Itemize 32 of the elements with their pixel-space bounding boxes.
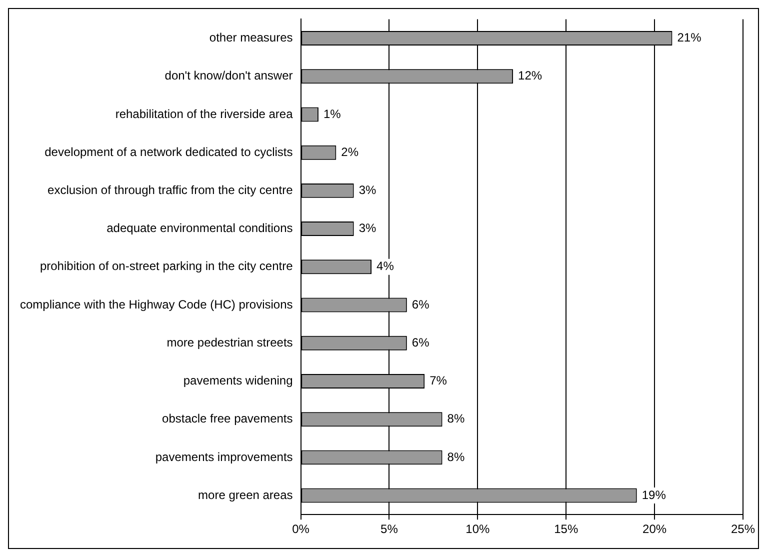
data-label: 6% [412, 335, 430, 350]
y-tick-label: more green areas [198, 488, 293, 502]
y-tick-label: adequate environmental conditions [106, 221, 293, 236]
data-label: 21% [677, 30, 702, 45]
x-tick-label: 5% [380, 522, 398, 536]
y-tick-label: prohibition of on-street parking in the city centre [40, 259, 294, 274]
y-tick-label: pavements improvements [155, 450, 293, 464]
data-label: 7% [430, 374, 448, 388]
y-tick-label: development of a network dedicated to cyclists [44, 144, 293, 159]
x-tick-label: 10% [466, 522, 490, 536]
data-label: 8% [447, 450, 465, 464]
data-label: 3% [358, 182, 377, 197]
y-tick-label: rehabilitation of the riverside area [115, 106, 294, 121]
data-label: 6% [412, 297, 430, 312]
data-label: 12% [518, 68, 542, 83]
data-label: 19% [642, 488, 666, 502]
y-tick-label: pavements widening [183, 374, 293, 388]
x-tick-label: 15% [554, 522, 578, 536]
y-tick-label: more pedestrian streets [166, 335, 293, 350]
x-tick-label: 25% [730, 522, 756, 536]
x-tick-label: 20% [642, 522, 667, 536]
y-tick-label: other measures [209, 30, 293, 45]
data-label: 3% [358, 221, 377, 236]
x-tick-label: 0% [292, 522, 310, 536]
y-tick-label: compliance with the Highway Code (HC) provisions [20, 297, 293, 312]
data-label: 4% [376, 259, 394, 274]
data-label: 2% [341, 144, 359, 159]
data-label: 8% [447, 412, 465, 426]
y-tick-label: don't know/don't answer [164, 68, 293, 83]
y-tick-label: obstacle free pavements [162, 412, 293, 426]
y-tick-label: exclusion of through traffic from the city centre [48, 182, 294, 197]
data-label: 1% [323, 106, 342, 121]
